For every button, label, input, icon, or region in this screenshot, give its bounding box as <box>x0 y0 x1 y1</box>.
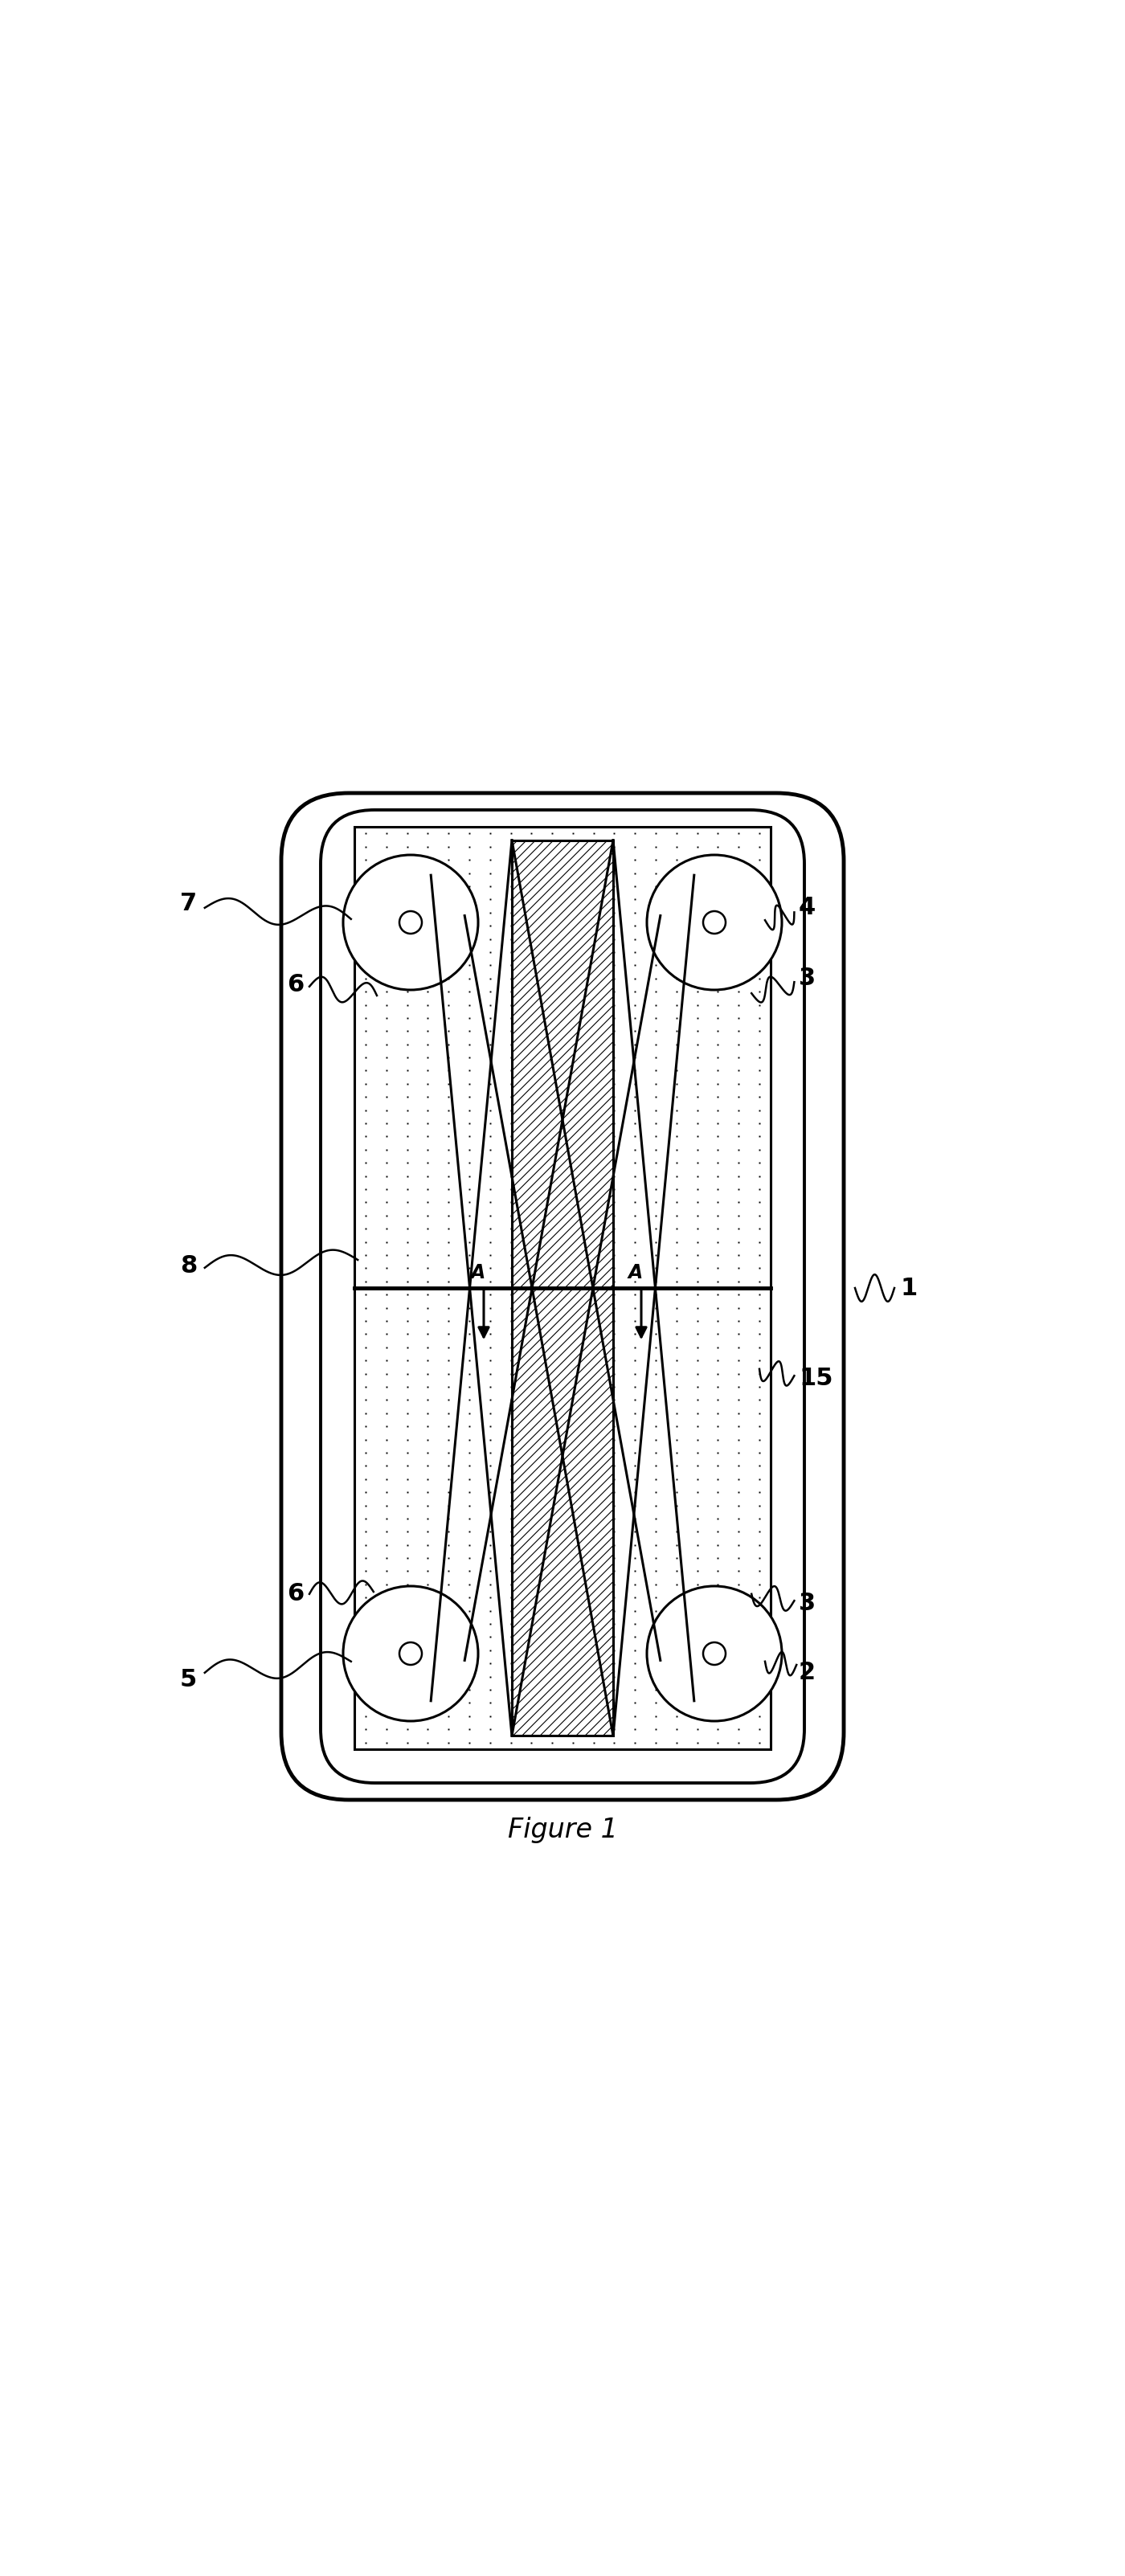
Circle shape <box>647 1587 782 1721</box>
Text: 15: 15 <box>799 1365 832 1388</box>
Circle shape <box>647 855 782 989</box>
Circle shape <box>343 1587 478 1721</box>
Circle shape <box>343 855 478 989</box>
Text: 4: 4 <box>799 896 816 920</box>
Bar <box>354 827 771 1749</box>
Text: Figure 1: Figure 1 <box>507 1816 618 1844</box>
Text: 6: 6 <box>287 974 304 997</box>
Circle shape <box>399 1643 422 1664</box>
Text: 3: 3 <box>799 1592 816 1615</box>
Text: 3: 3 <box>799 966 816 989</box>
Circle shape <box>703 1643 726 1664</box>
FancyBboxPatch shape <box>321 809 804 1783</box>
Text: 6: 6 <box>287 1582 304 1605</box>
Text: 5: 5 <box>180 1667 197 1690</box>
FancyBboxPatch shape <box>281 793 844 1801</box>
Circle shape <box>703 912 726 933</box>
Text: 7: 7 <box>180 891 197 914</box>
Text: A: A <box>628 1262 644 1283</box>
Text: A: A <box>470 1262 486 1283</box>
Bar <box>512 840 613 1736</box>
Circle shape <box>399 912 422 933</box>
Text: 8: 8 <box>180 1255 197 1278</box>
Bar <box>512 840 613 1736</box>
Text: 2: 2 <box>799 1662 816 1685</box>
Text: 1: 1 <box>900 1275 917 1301</box>
